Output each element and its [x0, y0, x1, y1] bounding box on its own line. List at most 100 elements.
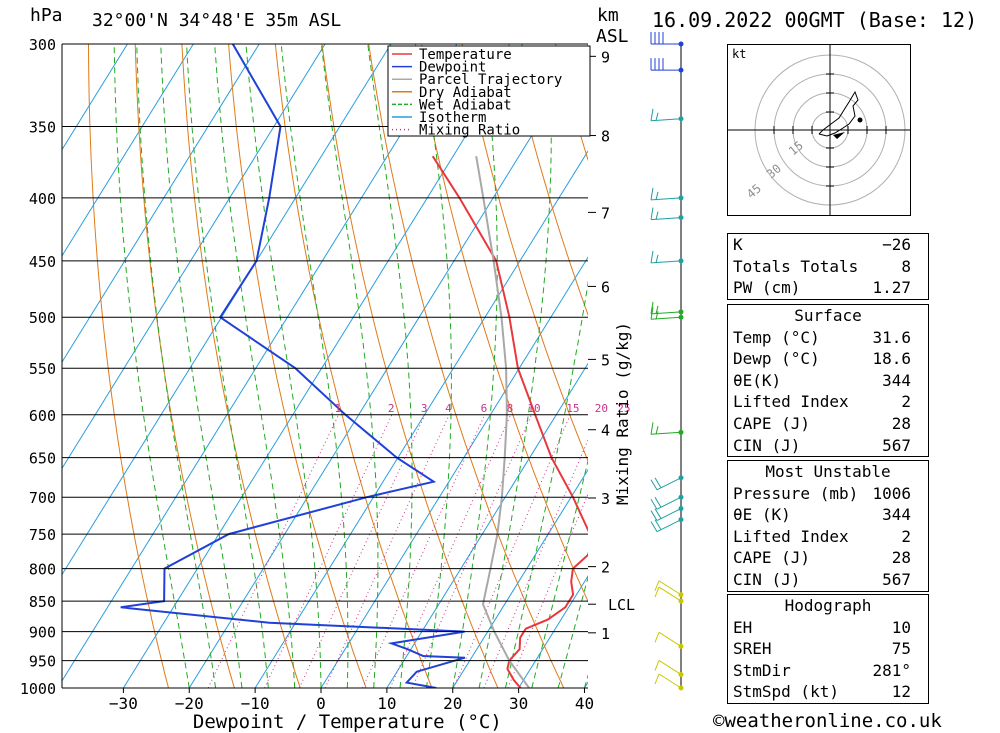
row-value: 2: [901, 392, 911, 412]
wind-barb-staff: [650, 260, 682, 264]
plot-area: [62, 44, 588, 688]
row-value: 567: [882, 569, 911, 589]
isotherm: [62, 44, 458, 682]
datetime-title: 16.09.2022 00GMT (Base: 12): [652, 8, 978, 32]
most-unstable-table: Most Unstable Pressure (mb) 1006 θE (K) 34…: [727, 460, 929, 592]
isotherm: [320, 256, 588, 688]
most-unstable-row: CAPE (J) 28: [728, 547, 928, 569]
row-label: SREH: [733, 639, 772, 659]
wind-barb-feather: [655, 254, 659, 264]
totals-totals-row: Totals Totals 8: [728, 256, 928, 278]
wind-barb: [650, 506, 684, 522]
plot-background: [62, 44, 588, 688]
km-tick-label: 2: [601, 559, 610, 577]
temperature-line: [431, 155, 588, 688]
pressure-tick-label: 600: [29, 407, 56, 425]
section-title: Surface: [794, 306, 862, 325]
mixing-ratio-label: 2: [388, 402, 395, 415]
row-label: Lifted Index: [733, 526, 849, 546]
mixing-ratio-label: 1: [335, 402, 342, 415]
row-value: 75: [891, 639, 911, 659]
surface-row: Lifted Index 2: [728, 391, 928, 413]
k-index-row: K −26: [728, 234, 928, 256]
wind-barb: [650, 494, 684, 510]
stability-indices-table: K −26 Totals Totals 8 PW (cm) 1.27: [727, 233, 929, 300]
wind-barb: [650, 301, 684, 315]
wind-barb-column: [650, 32, 684, 691]
hodograph-row: StmDir 281°: [728, 660, 928, 682]
dry-adiabat: [929, 44, 1000, 688]
wind-barb-feather: [650, 250, 654, 263]
mixing-ratio-label: 6: [481, 402, 488, 415]
wind-barb: [650, 207, 684, 221]
pressure-tick-label: 950: [29, 653, 56, 671]
wind-barb-feather: [650, 510, 658, 521]
wind-barb: [654, 660, 684, 677]
isotherm: [518, 575, 588, 688]
wind-barb-staff: [658, 586, 682, 602]
mixing-ratio-label: 8: [507, 402, 514, 415]
pressure-tick-label: 850: [29, 593, 56, 611]
pressure-axis-unit: hPa: [30, 5, 63, 26]
row-label: StmSpd (kt): [733, 682, 839, 702]
most-unstable-row: Lifted Index 2: [728, 526, 928, 548]
mixing-ratio-line: [453, 414, 571, 688]
wind-barb-feather: [650, 422, 654, 435]
dry-adiabat: [508, 44, 588, 317]
x-tick-label: 40: [575, 694, 594, 713]
wind-barb-staff: [658, 580, 682, 596]
hodograph-axis-ticks: [773, 73, 887, 187]
row-value: 344: [882, 370, 911, 390]
surface-row: θE(K) 344: [728, 370, 928, 392]
precipitable-water-row: PW (cm) 1.27: [728, 277, 928, 299]
asl-label: ASL: [596, 26, 629, 47]
isotherm: [62, 44, 326, 470]
legend-label: Isotherm: [419, 110, 486, 126]
mixing-ratio-label: 20: [595, 402, 608, 415]
wind-barb-staff: [650, 431, 682, 435]
legend-item: Mixing Ratio: [392, 123, 520, 139]
wind-barb: [650, 108, 684, 122]
dry-adiabat: [976, 44, 1000, 688]
mixing-ratio-line: [298, 414, 426, 688]
isotherm: [254, 150, 588, 688]
wind-barb-staff: [650, 316, 682, 320]
wind-barb: [650, 307, 684, 320]
isotherm: [188, 44, 588, 688]
hodograph: kt 15 30 45: [727, 44, 911, 216]
pressure-tick-label: 800: [29, 561, 56, 579]
wind-barb: [650, 422, 684, 435]
most-unstable-row: CIN (J) 567: [728, 569, 928, 591]
wind-barb: [650, 475, 684, 491]
row-value: 10: [891, 617, 911, 637]
wind-barb-feather: [654, 519, 662, 530]
row-value: −26: [882, 235, 911, 254]
wind-barb: [654, 586, 684, 604]
wind-barb-feather: [654, 660, 660, 671]
mixing-ratio-line: [324, 414, 450, 688]
hodograph-table: Hodograph EH 10 SREH 75 StmDir 281° StmSpd …: [727, 594, 929, 704]
x-axis-label: Dewpoint / Temperature (°C): [193, 711, 502, 733]
row-label: EH: [733, 617, 753, 637]
mixing-ratio-label: 4: [445, 402, 452, 415]
legend-item: Isotherm: [392, 110, 486, 126]
row-value: 344: [882, 505, 911, 525]
location-title: 32°00'N 34°48'E 35m ASL: [92, 10, 342, 31]
row-value: 2: [901, 526, 911, 546]
x-tick-label: 30: [509, 694, 528, 713]
row-value: 8: [901, 256, 911, 276]
row-value: 12: [891, 682, 911, 702]
km-tick-label: 1: [601, 625, 610, 643]
wind-barb-feather: [654, 580, 660, 591]
row-label: Lifted Index: [733, 392, 849, 412]
isotherm: [122, 44, 524, 688]
row-value: 28: [891, 548, 911, 568]
surface-row: CAPE (J) 28: [728, 413, 928, 435]
legend-label: Mixing Ratio: [419, 123, 520, 139]
pressure-tick-label: 1000: [20, 680, 56, 698]
copyright-link[interactable]: ©weatheronline.co.uk: [713, 710, 942, 732]
wind-barb-staff: [650, 118, 682, 122]
isotherm: [452, 468, 588, 688]
x-tick-label: 0: [316, 694, 326, 713]
